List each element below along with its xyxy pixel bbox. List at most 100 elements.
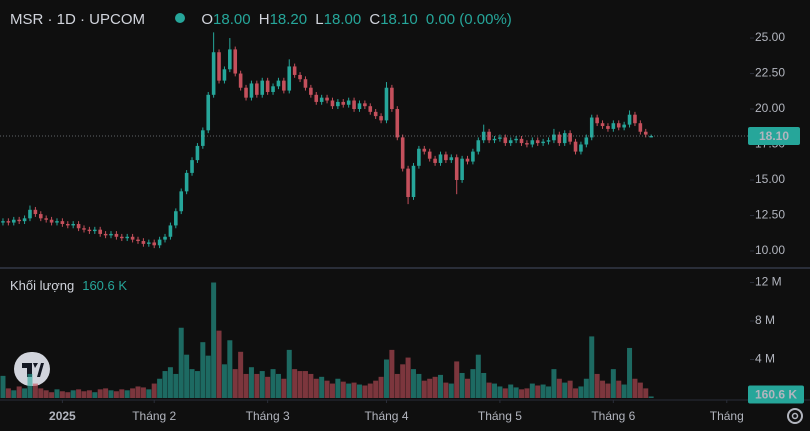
last-volume-label: 160.6 K [755,388,797,402]
volume-bar [184,354,190,398]
volume-value: 160.6 K [82,278,128,293]
volume-bar [329,383,335,398]
volume-bar [437,374,443,398]
volume-bar [49,392,55,398]
candle-body [579,144,583,152]
candle-body [87,229,92,232]
volume-bar [81,391,87,398]
candle-body [271,86,275,92]
candle-body [390,87,394,110]
volume-bar [227,340,233,398]
volume-bar [189,369,195,398]
candle-body [157,239,162,246]
candle-body [49,219,54,223]
candle-body [427,151,432,159]
settings-icon[interactable] [787,408,803,424]
volume-bar [648,396,654,398]
symbol[interactable]: MSR · 1D · UPCOM [10,11,145,28]
x-tick-label: Tháng 5 [478,409,522,423]
volume-bar [546,386,552,398]
candle-body [454,157,459,180]
candle-body [298,74,302,80]
volume-bar [254,373,260,398]
volume-title: Khối lượng [10,278,75,293]
candle-body [190,160,194,173]
volume-bars [0,282,654,398]
candle-body [287,66,292,91]
candle-body [125,236,130,239]
candle-body [606,126,610,129]
tv-logo[interactable] [14,352,50,386]
volume-bar [108,390,114,398]
volume-bar [113,391,119,398]
volume-bar [232,369,238,398]
volume-bar [259,371,265,398]
volume-bar [319,376,325,398]
legend-header: MSR · 1D · UPCOM O18.00 H18.20 L18.00 C1… [10,10,512,28]
x-tick-label: Tháng 6 [591,409,635,423]
candle-body [71,223,75,226]
volume-bar [27,373,33,398]
volume-bar [427,378,433,398]
volume-bar [362,385,368,398]
candle-body [568,133,572,142]
candle-body [508,140,513,144]
candle-body [114,233,119,237]
candle-body [476,140,481,152]
candle-body [573,141,578,152]
volume-bar [637,382,643,398]
volume-bar [97,389,103,398]
volume-bar [178,327,184,398]
volume-bar [643,388,649,398]
y-tick-label: 22.50 [755,66,785,80]
volume-bar [556,378,562,398]
candle-body [17,219,21,222]
volume-bar [465,378,471,398]
candle-body [309,87,313,95]
y-tick-label: 12.50 [755,208,785,222]
volume-bar [605,383,611,398]
candle-body [395,109,400,138]
candle-body [638,123,643,132]
candle-body [130,236,135,240]
volume-bar [383,359,389,398]
y-tick-label: 8 M [755,313,775,327]
volume-bar [421,380,427,398]
volume-bar [265,376,271,398]
candle-body [163,236,167,240]
candle-body [336,101,340,107]
candle-body [600,123,605,127]
volume-bar [367,383,373,398]
candle-body [514,138,518,141]
c-label: C [369,11,381,28]
volume-bar [340,381,346,398]
candle-body [319,97,324,102]
volume-bar [524,388,530,398]
status-dot [175,13,186,23]
candle-body [411,165,416,198]
candle-body [228,49,232,70]
candle-body [346,100,351,105]
volume-bar [124,390,130,398]
volume-bar [297,371,303,398]
volume-bar [86,390,92,398]
candle-body [400,137,405,169]
volume-bar [410,369,416,398]
candle-body [352,100,356,110]
x-tick-label: Tháng 3 [246,409,290,423]
volume-bar [583,378,589,398]
x-tick-label: Tháng 2 [132,409,176,423]
volume-bar [497,386,503,398]
candle-body [595,117,599,124]
volume-bar [389,349,395,398]
candle-body [206,94,211,131]
candle-body [60,221,65,224]
volume-bar [519,389,525,398]
volume-bar [346,383,352,398]
volume-bar [238,351,244,398]
volume-bar [448,383,454,398]
candle-body [217,52,221,81]
candle-body [1,221,5,223]
candle-body [184,172,189,192]
